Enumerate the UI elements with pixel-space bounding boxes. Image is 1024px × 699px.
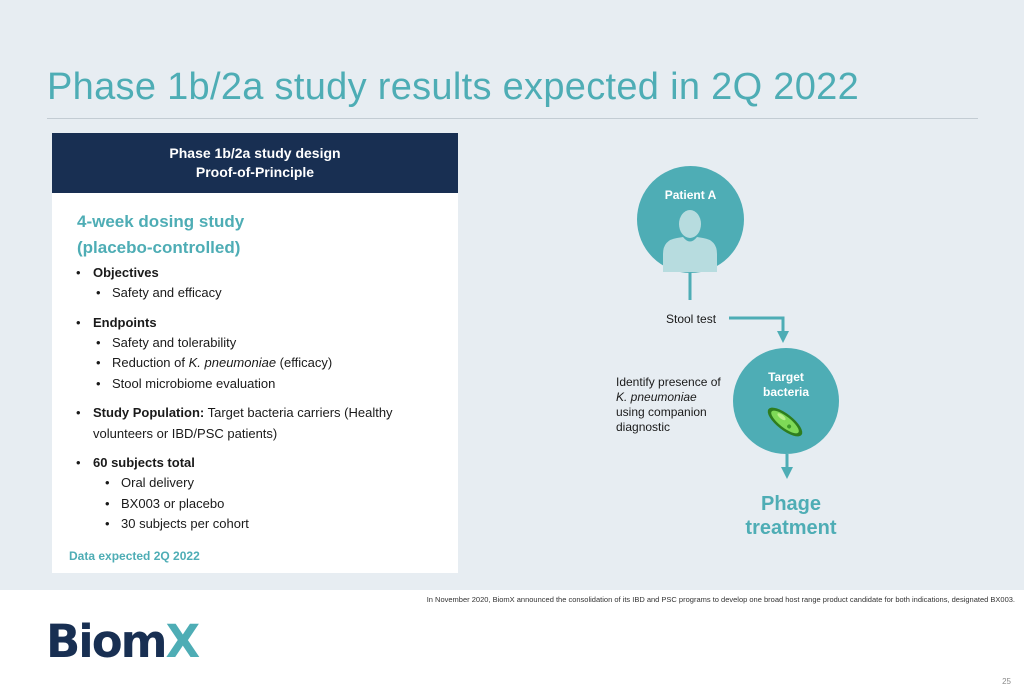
study-title-line2: (placebo-controlled) xyxy=(77,238,241,257)
study-title: 4-week dosing study (placebo-controlled) xyxy=(77,209,244,261)
identify-note: Identify presence of K. pneumoniae using… xyxy=(616,375,721,435)
sub-bullet: 30 subjects per cohort xyxy=(74,514,454,535)
patient-label: Patient A xyxy=(664,188,717,202)
target-bacteria-circle: Target bacteria xyxy=(733,348,839,454)
biomx-logo: BiomX xyxy=(46,615,201,668)
identify-species: K. pneumoniae xyxy=(616,390,721,405)
bullet-population: Study Population: Target bacteria carrie… xyxy=(74,403,454,423)
identify-line4: diagnostic xyxy=(616,420,671,434)
study-design-card: Phase 1b/2a study design Proof-of-Princi… xyxy=(52,133,458,573)
logo-part2: X xyxy=(165,615,201,668)
reduction-suffix: (efficacy) xyxy=(276,355,333,370)
phage-line2: treatment xyxy=(745,517,837,539)
study-title-line1: 4-week dosing study xyxy=(77,212,245,231)
sub-bullet: Safety and tolerability xyxy=(74,333,454,354)
sub-bullet: Safety and efficacy xyxy=(74,283,454,304)
card-header: Phase 1b/2a study design Proof-of-Princi… xyxy=(52,133,458,193)
reduction-prefix: Reduction of xyxy=(112,355,189,370)
phage-treatment-label: Phage treatment xyxy=(724,492,858,540)
phage-line1: Phage xyxy=(760,493,822,515)
bacterium-icon xyxy=(767,407,803,437)
target-label-line1: Target xyxy=(768,370,804,384)
identify-line3: using companion xyxy=(616,405,707,419)
bullet-endpoints: Endpoints xyxy=(74,313,454,333)
study-bullet-list: Objectives Safety and efficacy Endpoints… xyxy=(74,263,454,535)
stool-test-label: Stool test xyxy=(666,312,717,326)
target-label-line2: bacteria xyxy=(762,385,810,399)
footnote: In November 2020, BiomX announced the co… xyxy=(426,595,1015,604)
data-expected-note: Data expected 2Q 2022 xyxy=(69,549,200,563)
stool-to-target-arrow xyxy=(729,316,789,343)
objectives-label: Objectives xyxy=(93,265,159,280)
person-icon xyxy=(663,210,717,272)
card-header-line2: Proof-of-Principle xyxy=(195,164,315,180)
reduction-species: K. pneumoniae xyxy=(188,355,277,370)
population-label: Study Population: xyxy=(93,405,205,420)
patient-circle: Patient A xyxy=(637,166,744,273)
sub-bullet: Reduction of K. pneumoniae (efficacy) xyxy=(74,353,454,374)
card-header-line1: Phase 1b/2a study design xyxy=(169,145,341,161)
sub-bullet: Stool microbiome evaluation xyxy=(74,374,454,395)
population-text-line2: volunteers or IBD/PSC patients) xyxy=(93,426,278,441)
logo-part1: Biom xyxy=(46,615,168,668)
sub-bullet: Oral delivery xyxy=(74,473,454,494)
page-title: Phase 1b/2a study results expected in 2Q… xyxy=(47,66,860,108)
identify-line1: Identify presence of xyxy=(616,375,721,389)
identify-species-text: K. pneumoniae xyxy=(616,390,697,404)
title-divider xyxy=(47,118,978,119)
sub-bullet: BX003 or placebo xyxy=(74,494,454,515)
endpoints-label: Endpoints xyxy=(93,314,157,330)
population-text-line1: Target bacteria carriers (Healthy xyxy=(204,405,393,420)
bullet-subjects: 60 subjects total xyxy=(74,453,454,473)
bullet-objectives: Objectives xyxy=(74,263,454,283)
page-number: 25 xyxy=(1002,677,1011,686)
subjects-label: 60 subjects total xyxy=(93,455,195,470)
